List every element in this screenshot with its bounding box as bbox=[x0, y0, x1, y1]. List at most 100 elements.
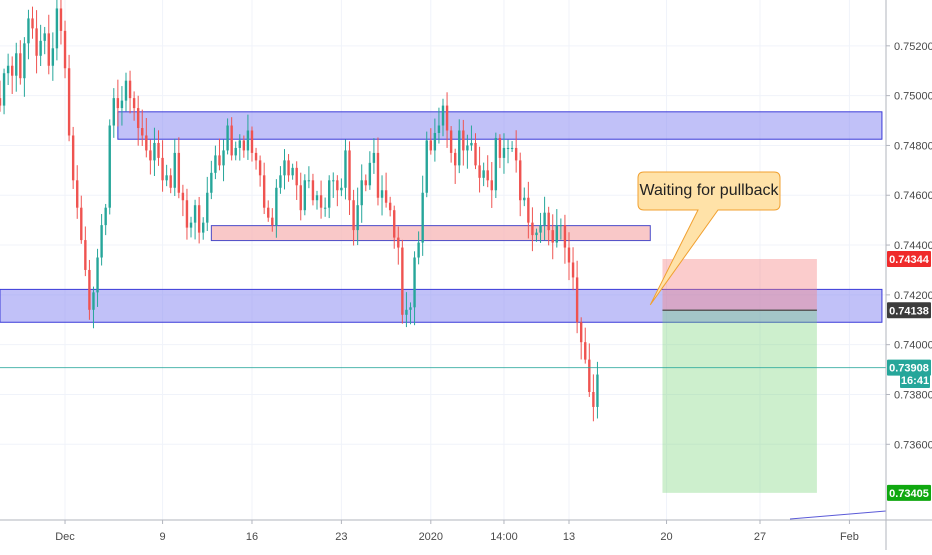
candle bbox=[458, 119, 461, 174]
candle-body bbox=[453, 152, 457, 166]
candle bbox=[258, 155, 262, 187]
candle-body bbox=[405, 309, 408, 315]
short-position[interactable] bbox=[662, 259, 817, 493]
candle-body bbox=[299, 185, 302, 211]
candle-body bbox=[262, 175, 266, 208]
y-tick-label: 0.75200 bbox=[894, 41, 932, 53]
candle bbox=[368, 151, 372, 190]
candle-body bbox=[136, 108, 140, 129]
candle-body bbox=[173, 152, 176, 188]
zone-mid[interactable] bbox=[210, 225, 651, 242]
candle-body bbox=[397, 237, 400, 248]
price-axis-panel[interactable] bbox=[886, 0, 932, 550]
candle bbox=[332, 172, 335, 198]
stop-loss-zone[interactable] bbox=[662, 259, 817, 311]
candle-body bbox=[437, 125, 441, 133]
candle-body bbox=[47, 33, 50, 66]
candle-body bbox=[482, 170, 485, 178]
candle bbox=[51, 32, 55, 81]
grid bbox=[0, 0, 886, 520]
candle bbox=[559, 218, 563, 240]
price-tag-label: 16:41 bbox=[901, 375, 929, 387]
candle-body bbox=[267, 207, 270, 218]
candle-body bbox=[531, 222, 534, 236]
x-tick-label: 13 bbox=[563, 531, 575, 543]
y-tick-label: 0.74000 bbox=[894, 340, 932, 352]
candle bbox=[563, 214, 567, 264]
callout[interactable]: Waiting for pullback bbox=[637, 171, 781, 306]
candle bbox=[376, 137, 380, 206]
candle bbox=[482, 162, 485, 187]
candle-body bbox=[291, 167, 294, 176]
candle bbox=[555, 209, 558, 248]
candle bbox=[181, 184, 185, 217]
zone-support[interactable] bbox=[0, 288, 883, 323]
price-tag-label: 0.74344 bbox=[889, 254, 930, 266]
x-tick-label: 27 bbox=[754, 531, 766, 543]
candle-body bbox=[258, 160, 262, 176]
candle-body bbox=[67, 68, 71, 136]
candle bbox=[575, 260, 579, 334]
candle-body bbox=[210, 172, 213, 193]
candle-body bbox=[494, 137, 498, 191]
candle bbox=[584, 327, 587, 364]
zones[interactable] bbox=[0, 111, 883, 323]
candle bbox=[254, 147, 258, 170]
candle-body bbox=[92, 292, 95, 310]
candle bbox=[185, 188, 189, 240]
candle bbox=[141, 109, 144, 146]
candle-body bbox=[449, 130, 453, 153]
candle-body bbox=[328, 180, 331, 208]
candle-body bbox=[571, 262, 575, 278]
candle bbox=[592, 374, 595, 422]
candle-body bbox=[336, 180, 339, 191]
candle-body bbox=[283, 160, 286, 176]
candle bbox=[267, 200, 270, 222]
price-tag-bg bbox=[887, 359, 931, 376]
candle-body bbox=[433, 132, 437, 151]
candle bbox=[100, 213, 103, 266]
candle bbox=[510, 141, 514, 152]
candle-body bbox=[189, 222, 193, 228]
candle bbox=[84, 226, 87, 277]
candle bbox=[303, 174, 307, 216]
candle bbox=[177, 137, 181, 199]
candle bbox=[579, 317, 583, 360]
candle-body bbox=[360, 180, 363, 206]
x-tick-label: 20 bbox=[660, 531, 672, 543]
candle-body bbox=[592, 391, 595, 407]
take-profit-zone[interactable] bbox=[662, 310, 817, 493]
candle-body bbox=[6, 65, 10, 74]
price-axis[interactable]: 0.75200 0.75000 0.74800 0.74600 0.74400 0.742… bbox=[886, 41, 932, 451]
candle bbox=[189, 216, 193, 238]
candle bbox=[279, 166, 282, 194]
candle-body bbox=[352, 200, 355, 231]
candle-body bbox=[348, 150, 351, 201]
candle bbox=[242, 135, 246, 158]
candle bbox=[523, 187, 526, 207]
candle bbox=[364, 174, 367, 192]
candle-body bbox=[80, 207, 83, 241]
candle bbox=[421, 175, 424, 256]
callout-bubble[interactable] bbox=[637, 171, 781, 306]
candle bbox=[222, 139, 225, 182]
candle-body bbox=[295, 167, 298, 186]
candle-body bbox=[169, 175, 172, 188]
candle-body bbox=[502, 147, 506, 158]
candle-body bbox=[35, 28, 38, 56]
candle-body bbox=[287, 160, 290, 176]
candle-body bbox=[539, 225, 542, 233]
time-axis[interactable]: Dec 9 16 23 2020 14:00 13 20 27 Feb bbox=[55, 520, 859, 543]
candle-body bbox=[88, 269, 91, 310]
candle-body bbox=[230, 125, 233, 156]
candle-body bbox=[218, 155, 221, 166]
trend-line[interactable] bbox=[789, 510, 887, 520]
candle-body bbox=[39, 40, 42, 56]
candle bbox=[453, 148, 457, 184]
candle-body bbox=[0, 98, 2, 106]
price-tag: 16:41 bbox=[900, 372, 930, 389]
candle bbox=[197, 196, 201, 244]
